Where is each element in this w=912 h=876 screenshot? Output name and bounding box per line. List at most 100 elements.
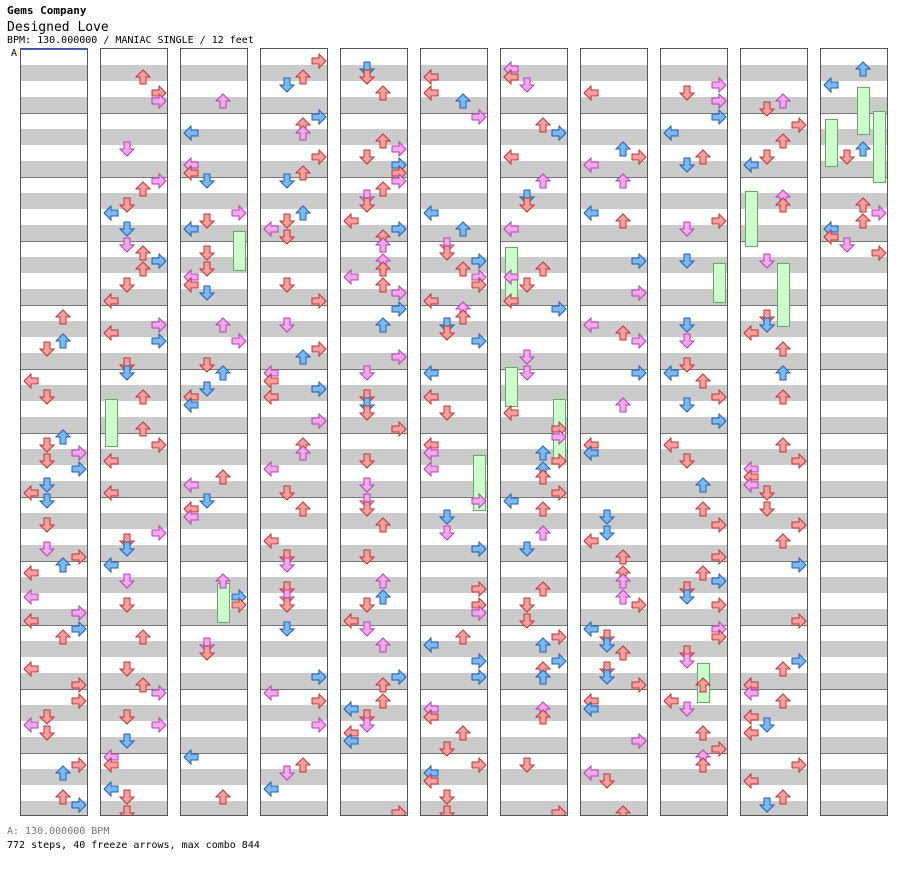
- beat-stripe: [261, 545, 327, 561]
- beat-stripe: [661, 481, 727, 497]
- artist-name: Gems Company: [7, 4, 87, 17]
- step-arrow-down-icon: [118, 221, 136, 237]
- beat-stripe: [821, 545, 887, 561]
- measure-line: [661, 689, 727, 690]
- step-arrow-left-icon: [343, 612, 359, 630]
- step-arrow-up-icon: [774, 389, 792, 405]
- step-arrow-up-icon: [134, 245, 152, 261]
- step-arrow-down-icon: [358, 453, 376, 469]
- beat-stripe: [101, 97, 167, 113]
- beat-stripe: [21, 385, 87, 401]
- beat-stripe: [661, 257, 727, 273]
- beat-stripe: [21, 321, 87, 337]
- measure-line: [101, 753, 167, 754]
- step-arrow-left-icon: [423, 292, 439, 310]
- step-arrow-right-icon: [631, 284, 647, 302]
- step-arrow-left-icon: [263, 460, 279, 478]
- measure-line: [341, 369, 407, 370]
- measure-line: [741, 177, 807, 178]
- step-arrow-down-icon: [438, 245, 456, 261]
- beat-stripe: [421, 321, 487, 337]
- measure-line: [421, 369, 487, 370]
- beat-stripe: [581, 257, 647, 273]
- step-arrow-left-icon: [103, 780, 119, 798]
- measure-line: [181, 113, 247, 114]
- beat-stripe: [101, 129, 167, 145]
- step-arrow-down-icon: [438, 805, 456, 815]
- freeze-arrow: [824, 119, 838, 167]
- measure-line: [581, 177, 647, 178]
- beat-stripe: [421, 801, 487, 815]
- freeze-arrow: [872, 111, 886, 183]
- step-arrow-right-icon: [71, 444, 87, 462]
- step-arrow-up-icon: [534, 261, 552, 277]
- beat-stripe: [261, 257, 327, 273]
- step-arrow-down-icon: [438, 405, 456, 421]
- beat-stripe: [261, 513, 327, 529]
- step-arrow-left-icon: [263, 780, 279, 798]
- step-arrow-down-icon: [598, 637, 616, 653]
- measure-line: [741, 561, 807, 562]
- step-arrow-left-icon: [263, 388, 279, 406]
- measure-line: [821, 177, 887, 178]
- step-arrow-up-icon: [614, 549, 632, 565]
- step-arrow-down-icon: [518, 77, 536, 93]
- measure-line: [101, 305, 167, 306]
- beat-stripe: [581, 609, 647, 625]
- step-arrow-right-icon: [311, 52, 327, 70]
- step-arrow-down-icon: [758, 317, 776, 333]
- beat-stripe: [581, 225, 647, 241]
- step-arrow-left-icon: [583, 84, 599, 102]
- step-arrow-left-icon: [103, 484, 119, 502]
- beat-stripe: [661, 641, 727, 657]
- step-arrow-down-icon: [438, 741, 456, 757]
- freeze-arrow: [232, 231, 246, 271]
- beat-stripe: [501, 161, 567, 177]
- step-arrow-down-icon: [198, 645, 216, 661]
- beat-stripe: [181, 737, 247, 753]
- step-arrow-left-icon: [23, 716, 39, 734]
- step-arrow-up-icon: [294, 125, 312, 141]
- measure-line: [261, 177, 327, 178]
- step-arrow-down-icon: [38, 541, 56, 557]
- step-arrow-left-icon: [23, 564, 39, 582]
- step-arrow-left-icon: [183, 276, 199, 294]
- step-arrow-right-icon: [711, 108, 727, 126]
- step-arrow-up-icon: [374, 133, 392, 149]
- step-arrow-down-icon: [118, 733, 136, 749]
- step-arrow-up-icon: [294, 445, 312, 461]
- beat-stripe: [821, 705, 887, 721]
- measure-line: [661, 625, 727, 626]
- beat-stripe: [501, 737, 567, 753]
- beat-stripe: [501, 769, 567, 785]
- step-arrow-left-icon: [503, 404, 519, 422]
- step-arrow-down-icon: [758, 501, 776, 517]
- beat-stripe: [741, 577, 807, 593]
- beat-stripe: [821, 353, 887, 369]
- measure-line: [741, 753, 807, 754]
- beat-stripe: [341, 321, 407, 337]
- step-arrow-down-icon: [198, 493, 216, 509]
- step-arrow-up-icon: [614, 645, 632, 661]
- measure-line: [821, 305, 887, 306]
- beat-stripe: [181, 257, 247, 273]
- beat-stripe: [661, 65, 727, 81]
- step-arrow-left-icon: [823, 228, 839, 246]
- beat-stripe: [741, 513, 807, 529]
- beat-stripe: [581, 193, 647, 209]
- step-arrow-right-icon: [551, 484, 567, 502]
- beat-stripe: [341, 545, 407, 561]
- step-arrow-right-icon: [391, 348, 407, 366]
- step-arrow-left-icon: [423, 460, 439, 478]
- step-arrow-right-icon: [711, 548, 727, 566]
- beat-stripe: [661, 513, 727, 529]
- beat-stripe: [581, 353, 647, 369]
- beat-stripe: [421, 609, 487, 625]
- beat-stripe: [21, 161, 87, 177]
- beat-stripe: [21, 193, 87, 209]
- step-arrow-left-icon: [743, 724, 759, 742]
- beat-stripe: [741, 385, 807, 401]
- step-arrow-right-icon: [711, 388, 727, 406]
- step-arrow-left-icon: [583, 156, 599, 174]
- step-arrow-up-icon: [774, 133, 792, 149]
